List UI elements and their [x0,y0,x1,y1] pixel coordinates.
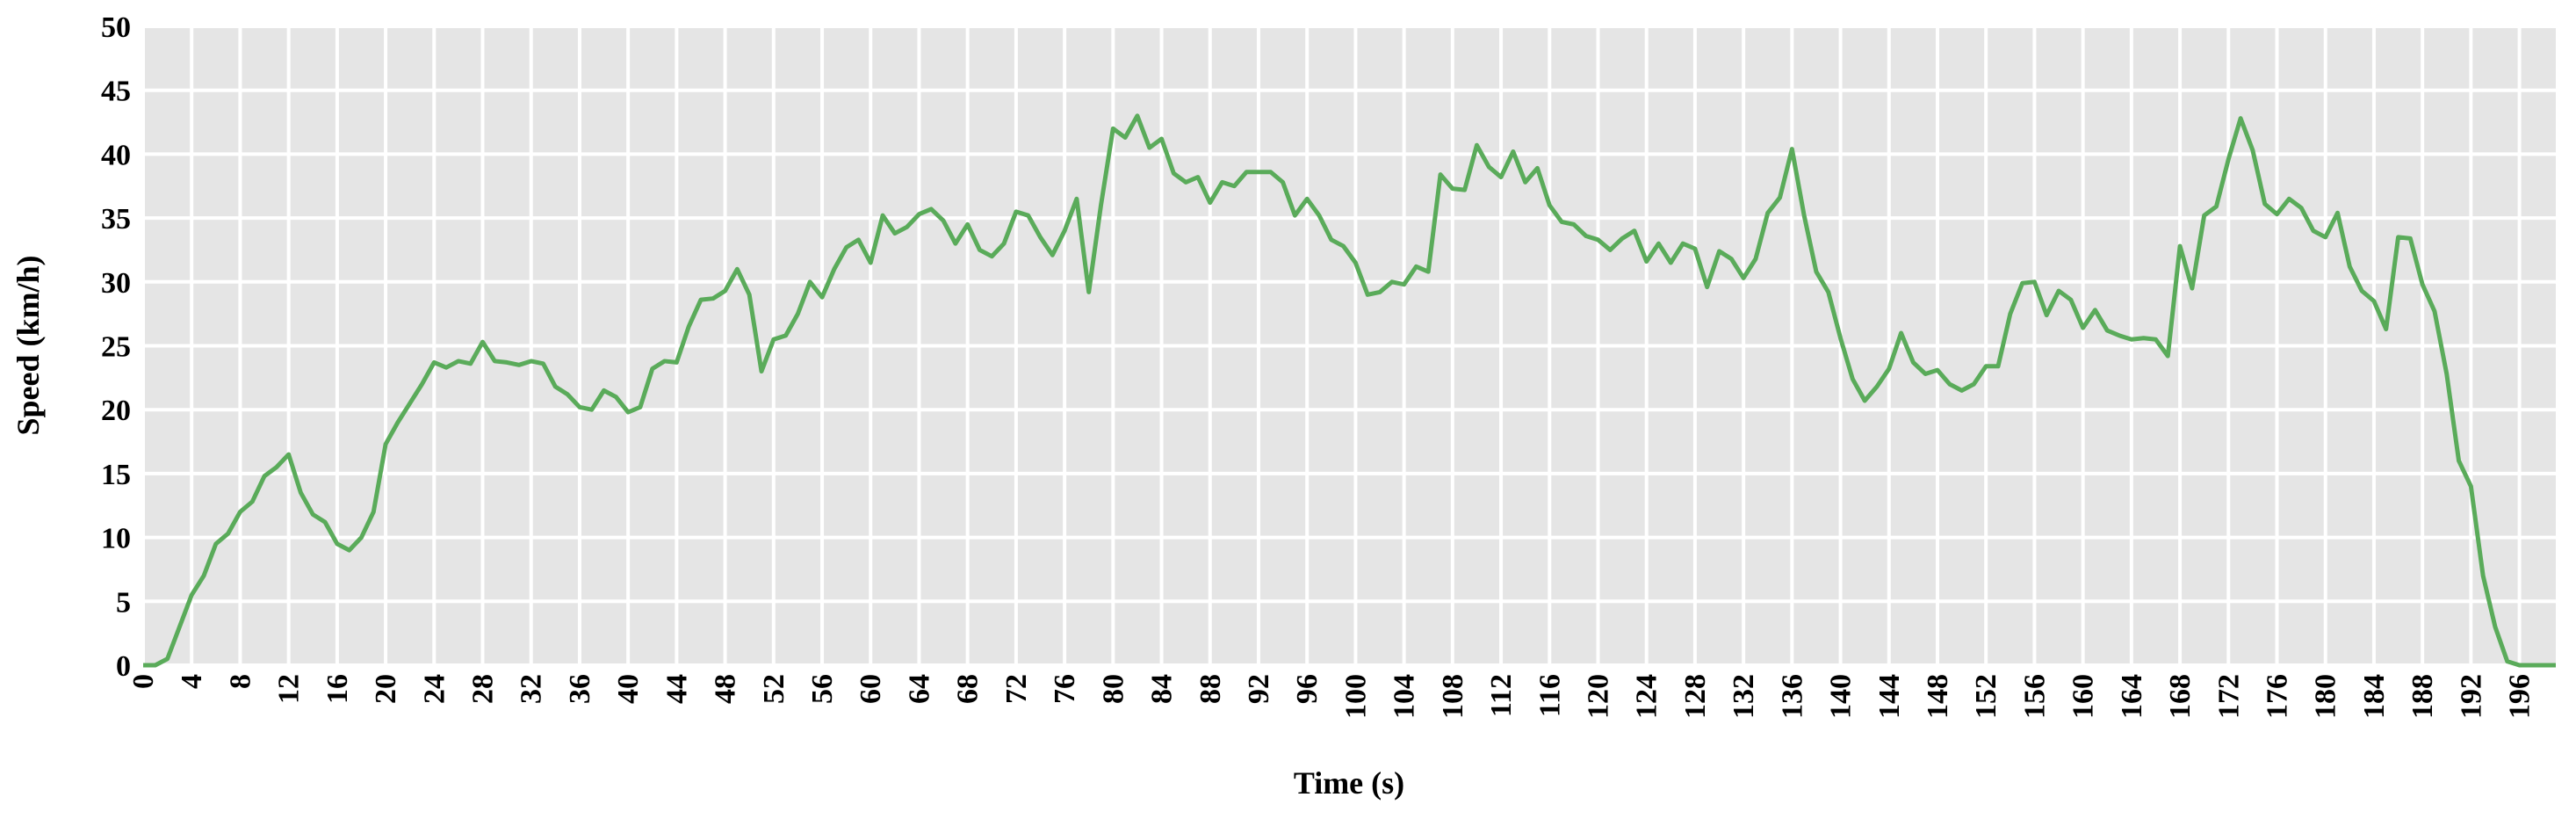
x-tick-label: 0 [127,674,160,689]
x-tick-label: 104 [1389,674,1421,719]
x-tick-label: 4 [176,674,208,689]
speed-line [143,113,2556,668]
x-tick-label: 80 [1097,674,1129,704]
y-tick-label: 20 [101,395,131,427]
x-tick-label: 96 [1291,674,1324,704]
x-tick-label: 144 [1873,674,1906,719]
x-tick-label: 24 [418,674,451,704]
x-tick-label: 176 [2262,674,2294,719]
x-tick-label: 152 [1970,674,2002,719]
x-tick-label: 60 [855,674,887,704]
y-tick-label: 10 [101,523,131,555]
x-tick-label: 100 [1339,674,1372,719]
x-tick-label: 56 [806,674,839,704]
x-tick-label: 48 [710,674,742,704]
x-tick-label: 128 [1679,674,1712,719]
x-tick-label: 136 [1776,674,1808,719]
x-tick-label: 36 [564,674,596,704]
x-tick-label: 68 [952,674,985,704]
x-tick-label: 88 [1194,674,1227,704]
y-tick-label: 40 [101,139,131,171]
x-tick-label: 108 [1437,674,1469,719]
x-tick-label: 120 [1582,674,1614,719]
y-tick-label: 25 [101,331,131,364]
x-tick-label: 140 [1825,674,1858,719]
x-tick-label: 76 [1049,674,1081,704]
y-tick-label: 30 [101,267,131,300]
x-tick-label: 160 [2067,674,2100,719]
x-axis-title: Time (s) [1294,765,1404,801]
x-tick-label: 52 [758,674,790,704]
x-tick-label: 32 [516,674,548,704]
x-tick-label: 92 [1243,674,1275,704]
x-tick-label: 184 [2358,674,2391,719]
x-tick-label: 12 [273,674,306,704]
x-tick-label: 192 [2455,674,2487,719]
x-tick-label: 16 [321,674,354,704]
x-tick-label: 8 [224,674,256,689]
x-tick-label: 84 [1146,674,1179,704]
x-tick-label: 156 [2018,674,2051,719]
x-tick-label: 172 [2212,674,2245,719]
x-tick-label: 112 [1485,674,1518,717]
x-tick-label: 40 [612,674,645,704]
x-tick-label: 20 [370,674,402,704]
y-tick-label: 50 [101,11,131,44]
x-tick-label: 116 [1533,674,1566,717]
y-tick-label: 35 [101,203,131,236]
x-tick-label: 28 [467,674,500,704]
x-tick-label: 168 [2164,674,2197,719]
x-tick-label: 180 [2310,674,2342,719]
y-tick-label: 45 [101,76,131,108]
x-tick-label: 64 [903,674,935,704]
y-tick-label: 5 [116,586,131,619]
x-tick-label: 44 [660,674,693,704]
x-tick-label: 72 [1000,674,1033,704]
x-tick-label: 196 [2504,674,2536,719]
y-axis-title: Speed (km/h) [11,255,46,435]
y-tick-label: 0 [116,650,131,683]
x-tick-label: 124 [1631,674,1663,719]
y-tick-label: 15 [101,459,131,491]
x-tick-label: 132 [1728,674,1760,719]
x-tick-label: 164 [2116,674,2148,719]
x-tick-label: 188 [2406,674,2439,719]
x-tick-label: 148 [1922,674,1954,719]
